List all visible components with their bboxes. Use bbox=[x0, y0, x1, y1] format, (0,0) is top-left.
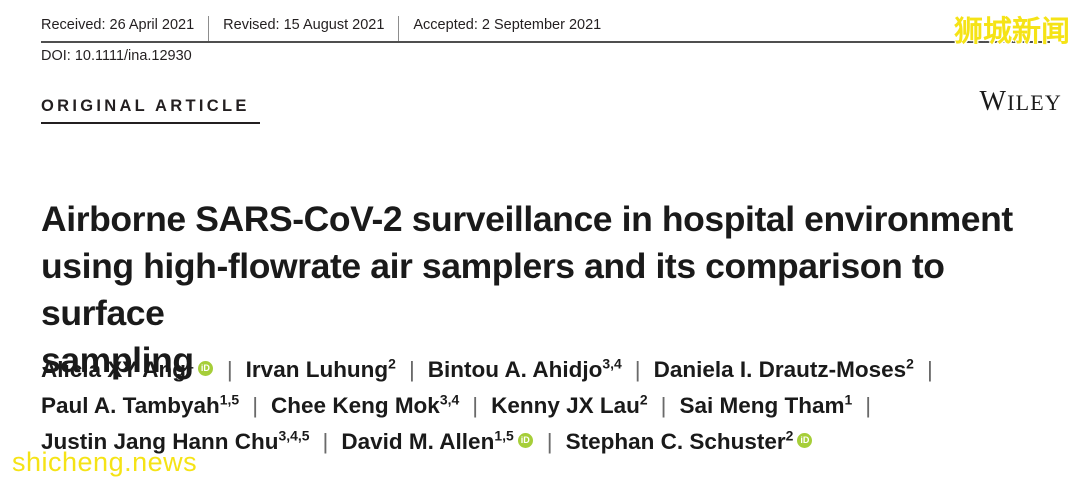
page-title-line: Airborne SARS-CoV-2 surveillance in hosp… bbox=[41, 198, 1013, 239]
author-name[interactable]: Chee Keng Mok3,4 bbox=[271, 393, 459, 418]
orcid-icon[interactable] bbox=[197, 361, 213, 376]
author-name-text: Daniela I. Drautz-Moses bbox=[653, 357, 907, 382]
author-separator: | bbox=[660, 393, 667, 418]
header-divider-rule bbox=[41, 41, 1050, 43]
author-name[interactable]: David M. Allen1,5 bbox=[341, 429, 533, 454]
page-title: Airborne SARS-CoV-2 surveillance in hosp… bbox=[41, 196, 1041, 384]
page-title-line: sampling bbox=[41, 339, 194, 380]
author-name-text: Stephan C. Schuster bbox=[565, 429, 786, 454]
author-name[interactable]: Justin Jang Hann Chu3,4,5 bbox=[41, 429, 310, 454]
author-affiliation-marker: 2 bbox=[906, 355, 914, 372]
author-separator: | bbox=[408, 357, 415, 382]
author-separator: | bbox=[252, 393, 259, 418]
author-affiliation-marker: 1,5 bbox=[219, 391, 240, 408]
watermark-english: shicheng.news bbox=[12, 447, 198, 477]
author-affiliation-marker: 1 bbox=[844, 391, 853, 408]
author-separator: | bbox=[322, 429, 329, 454]
author-name-text: Justin Jang Hann Chu bbox=[41, 429, 279, 454]
author-name[interactable]: Bintou A. Ahidjo3,4 bbox=[428, 357, 622, 382]
accepted-date: Accepted: 2 September 2021 bbox=[413, 17, 602, 33]
author-name-text: Kenny JX Lau bbox=[491, 393, 640, 418]
author-name-text: Chee Keng Mok bbox=[271, 393, 440, 418]
author-separator: | bbox=[926, 357, 933, 382]
page-title-line: using high-flowrate air samplers and its… bbox=[41, 245, 945, 333]
author-name[interactable]: Sai Meng Tham1 bbox=[680, 393, 853, 418]
author-name[interactable]: Kenny JX Lau2 bbox=[491, 393, 648, 418]
received-date: Received: 26 April 2021 bbox=[41, 17, 195, 33]
doi-text[interactable]: DOI: 10.1111/ina.12930 bbox=[41, 48, 192, 64]
author-name[interactable]: Paul A. Tambyah1,5 bbox=[41, 393, 239, 418]
watermark-chinese: 狮城新闻 bbox=[953, 16, 1070, 48]
orcid-icon[interactable] bbox=[797, 433, 813, 448]
author-name-text: Irvan Luhung bbox=[245, 357, 389, 382]
author-affiliation-marker: 3,4 bbox=[439, 391, 460, 408]
history-divider bbox=[398, 16, 400, 41]
author-affiliation-marker: 2 bbox=[388, 355, 396, 372]
author-separator: | bbox=[865, 393, 872, 418]
article-type: ORIGINAL ARTICLE bbox=[41, 96, 261, 116]
author-affiliation-marker: 1,5 bbox=[494, 427, 514, 444]
author-name-text: Paul A. Tambyah bbox=[41, 393, 220, 418]
author-affiliation-marker: 3,4 bbox=[602, 355, 622, 372]
author-name-text: Bintou A. Ahidjo bbox=[427, 357, 603, 382]
author-separator: | bbox=[226, 357, 233, 382]
wiley-logo: WILEY bbox=[979, 86, 1062, 118]
author-name[interactable]: Irvan Luhung2 bbox=[246, 357, 396, 382]
author-list: Alicia XY Ang1|Irvan Luhung2|Bintou A. A… bbox=[41, 352, 1041, 460]
author-name-text: Alicia XY Ang bbox=[41, 357, 187, 382]
author-affiliation-marker: 2 bbox=[785, 427, 794, 444]
publication-history: Received: 26 April 2021 Revised: 15 Augu… bbox=[41, 16, 1050, 42]
author-name[interactable]: Stephan C. Schuster2 bbox=[566, 429, 814, 454]
author-name[interactable]: Daniela I. Drautz-Moses2 bbox=[654, 357, 914, 382]
author-affiliation-marker: 2 bbox=[639, 391, 648, 408]
wiley-logo-rest: ILEY bbox=[1007, 90, 1062, 115]
author-separator: | bbox=[472, 393, 479, 418]
author-affiliation-marker: 3,4,5 bbox=[278, 427, 310, 444]
orcid-icon[interactable] bbox=[517, 433, 533, 448]
author-name[interactable]: Alicia XY Ang1 bbox=[41, 357, 214, 382]
author-name-text: Sai Meng Tham bbox=[679, 393, 845, 418]
revised-date: Revised: 15 August 2021 bbox=[223, 17, 385, 33]
history-divider bbox=[208, 16, 210, 41]
article-type-label: ORIGINAL ARTICLE bbox=[41, 97, 250, 115]
author-separator: | bbox=[634, 357, 641, 382]
author-affiliation-marker: 1 bbox=[186, 355, 194, 372]
wiley-logo-initial: W bbox=[979, 86, 1008, 117]
article-type-underline bbox=[41, 122, 260, 124]
author-separator: | bbox=[546, 429, 553, 454]
author-name-text: David M. Allen bbox=[341, 429, 495, 454]
